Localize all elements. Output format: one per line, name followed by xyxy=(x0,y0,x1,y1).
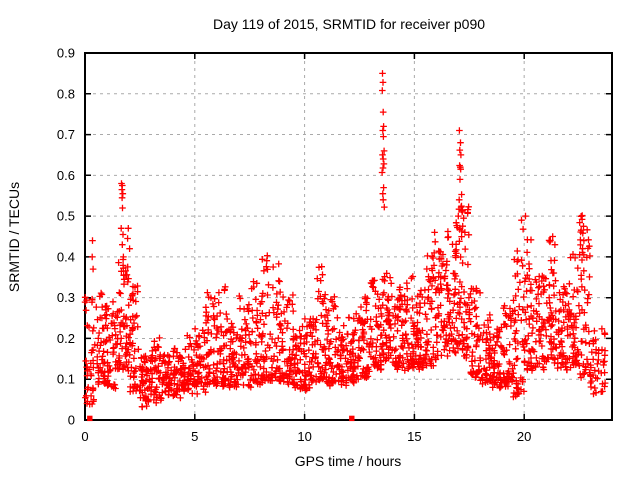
y-tick-label: 0.3 xyxy=(57,290,75,305)
y-tick-label: 0.1 xyxy=(57,372,75,387)
y-tick-label: 0.4 xyxy=(57,249,75,264)
x-tick-label: 5 xyxy=(191,429,198,444)
x-tick-labels: 0 5 10 15 20 xyxy=(81,429,531,444)
zero-square-marker xyxy=(349,415,355,422)
y-tick-label: 0.9 xyxy=(57,46,75,61)
grid-lines xyxy=(86,54,611,419)
x-axis-label: GPS time / hours xyxy=(295,453,402,469)
chart-title: Day 119 of 2015, SRMTID for receiver p09… xyxy=(213,16,485,32)
x-tick-label: 20 xyxy=(517,429,531,444)
y-tick-labels: 0 0.1 0.2 0.3 0.4 0.5 0.6 0.7 0.8 0.9 xyxy=(57,46,75,428)
zero-markers xyxy=(87,415,355,422)
plot-border xyxy=(84,52,613,421)
x-tick-label: 15 xyxy=(407,429,421,444)
y-tick-label: 0.8 xyxy=(57,86,75,101)
y-tick-label: 0.6 xyxy=(57,168,75,183)
x-tick-label: 0 xyxy=(81,429,88,444)
zero-square-marker xyxy=(87,415,93,422)
data-points xyxy=(81,70,609,411)
scatter-plus-markers xyxy=(81,70,609,411)
y-tick-label: 0.2 xyxy=(57,331,75,346)
y-tick-label: 0.5 xyxy=(57,209,75,224)
y-tick-label: 0.7 xyxy=(57,127,75,142)
y-tick-label: 0 xyxy=(68,413,75,428)
y-axis-label: SRMTID / TECUs xyxy=(6,182,22,292)
x-tick-label: 10 xyxy=(297,429,311,444)
